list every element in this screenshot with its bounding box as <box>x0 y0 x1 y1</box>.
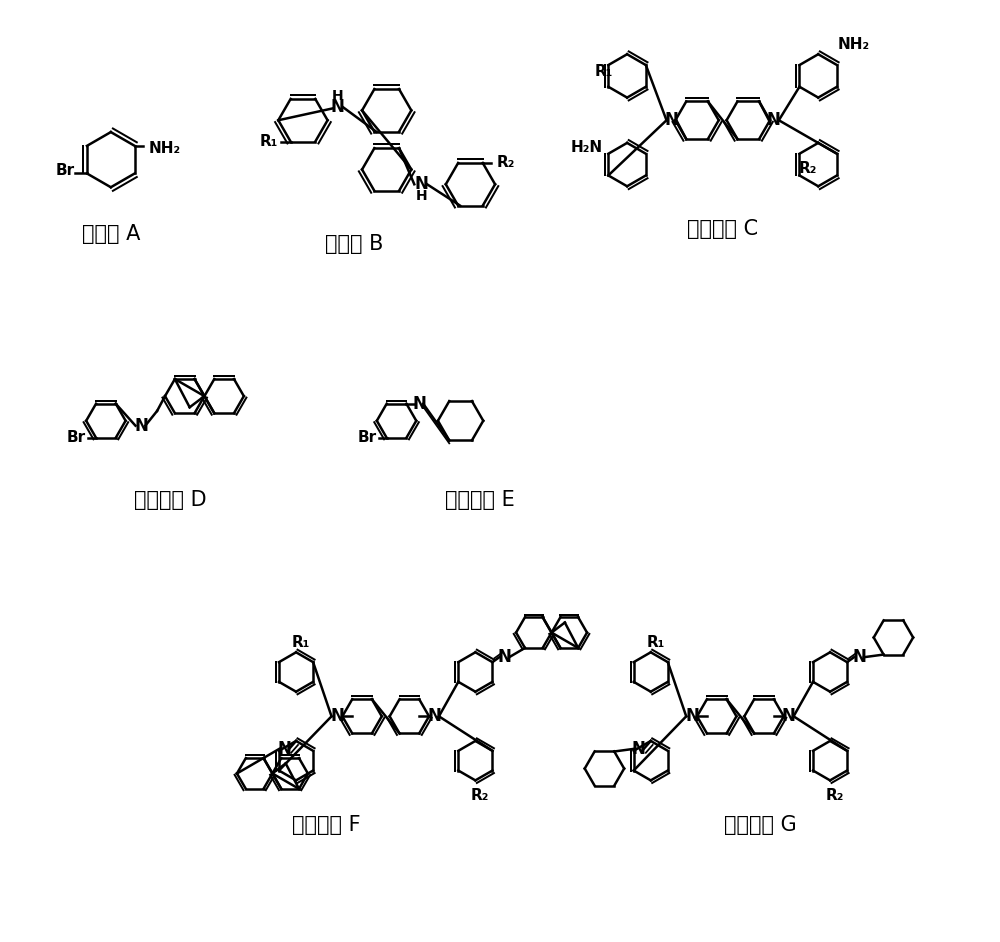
Text: 中间产物 D: 中间产物 D <box>134 490 206 510</box>
Text: N: N <box>412 395 426 413</box>
Text: H₂N: H₂N <box>570 140 602 155</box>
Text: N: N <box>782 707 796 725</box>
Text: N: N <box>330 707 344 725</box>
Text: N: N <box>767 111 781 129</box>
Text: N: N <box>685 707 699 725</box>
Text: R₂: R₂ <box>471 788 489 803</box>
Text: Br: Br <box>56 163 75 178</box>
Text: R₂: R₂ <box>826 788 844 803</box>
Text: R₁: R₁ <box>594 64 613 79</box>
Text: NH₂: NH₂ <box>149 141 181 156</box>
Text: H: H <box>415 189 427 203</box>
Text: R₂: R₂ <box>497 155 515 171</box>
Text: N: N <box>134 416 148 434</box>
Text: N: N <box>277 739 291 758</box>
Text: H: H <box>332 89 343 103</box>
Text: NH₂: NH₂ <box>838 37 870 52</box>
Text: N: N <box>664 111 678 129</box>
Text: 目标产物 C: 目标产物 C <box>687 219 758 238</box>
Text: N: N <box>330 99 344 117</box>
Text: 化合物 B: 化合物 B <box>325 234 384 253</box>
Text: Br: Br <box>357 430 377 446</box>
Text: Br: Br <box>67 430 86 446</box>
Text: N: N <box>427 707 441 725</box>
Text: N: N <box>852 648 866 666</box>
Text: R₁: R₁ <box>292 635 310 650</box>
Text: N: N <box>414 175 428 193</box>
Text: N: N <box>497 648 511 666</box>
Text: 中间产物 G: 中间产物 G <box>724 815 796 835</box>
Text: N: N <box>632 739 646 758</box>
Text: R₂: R₂ <box>798 161 817 176</box>
Text: 中间产物 F: 中间产物 F <box>292 815 361 835</box>
Text: R₁: R₁ <box>260 134 278 149</box>
Text: 化合物 A: 化合物 A <box>82 223 140 244</box>
Text: 中间产物 E: 中间产物 E <box>445 490 515 510</box>
Text: R₁: R₁ <box>646 635 665 650</box>
